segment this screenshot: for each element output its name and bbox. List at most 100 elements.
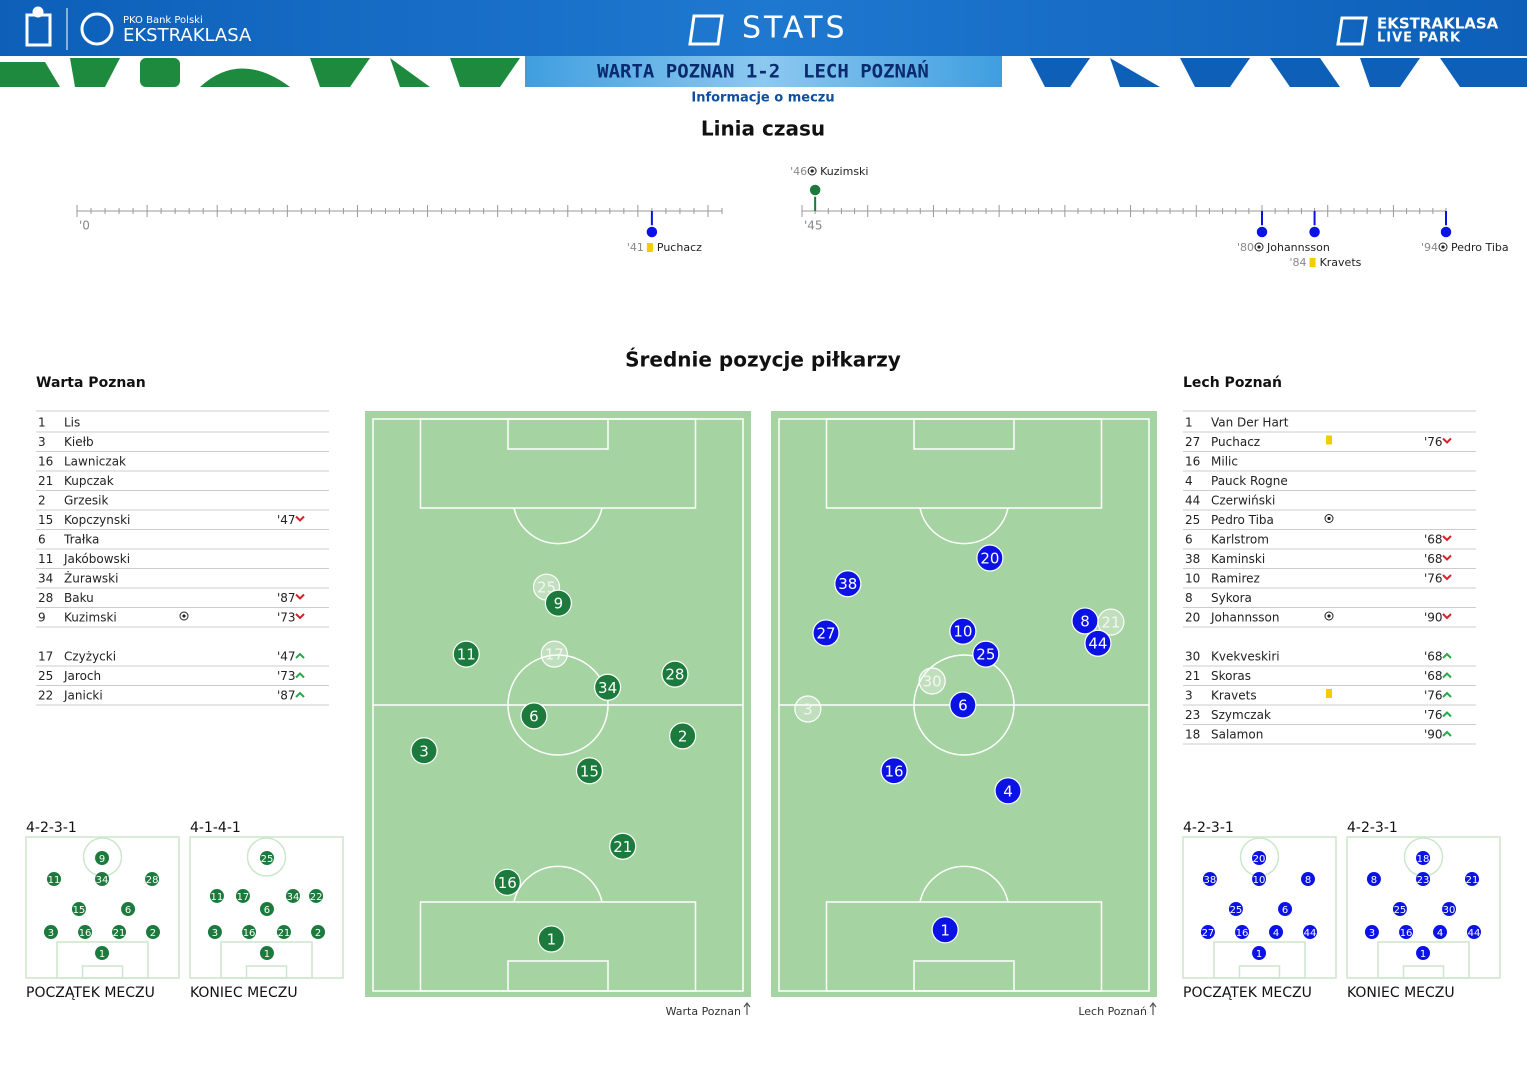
formation-player-number: 1 <box>1256 949 1262 960</box>
event-player: Puchacz <box>657 241 702 254</box>
formation-player <box>207 925 222 940</box>
formation-player <box>1392 902 1407 917</box>
player-number: 20 <box>1185 611 1200 625</box>
formation-player-number: 20 <box>1253 854 1266 865</box>
player-number: 28 <box>38 591 53 605</box>
pitch-line <box>513 507 603 545</box>
player-position <box>493 868 521 896</box>
formation-label: 4-2-3-1 <box>1347 820 1398 836</box>
player-name: Sykora <box>1211 591 1252 605</box>
match-title: WARTA POZNAN 1-2 LECH POZNAŃ <box>597 60 929 83</box>
player-number: 1 <box>38 416 46 430</box>
player-number: 2 <box>38 494 46 508</box>
formation-player <box>259 946 274 961</box>
team-name: Lech Poznań <box>1183 375 1282 391</box>
sub-arrow <box>1442 730 1452 737</box>
formation-player <box>276 925 291 940</box>
formation-player <box>1465 872 1480 887</box>
goal-icon-dot <box>182 614 186 618</box>
formation-player-number: 16 <box>243 928 256 939</box>
formation-caption: KONIEC MECZU <box>1347 985 1455 1001</box>
formation-player <box>209 888 224 903</box>
sub-arrow <box>295 613 305 620</box>
formation-player <box>1202 872 1217 887</box>
formation-player-number: 44 <box>1304 928 1317 939</box>
formation-label: 4-2-3-1 <box>26 820 77 836</box>
player-position <box>661 660 689 688</box>
player-position-number: 21 <box>613 838 632 856</box>
formation-caption: POCZĄTEK MECZU <box>1183 985 1312 1001</box>
formation-player-number: 1 <box>99 949 105 960</box>
timeline-title: Linia czasu <box>701 117 825 141</box>
event-minute: '41 <box>627 241 644 254</box>
player-name: Grzesik <box>64 494 109 508</box>
formation-player <box>1442 902 1457 917</box>
player-position <box>540 640 568 668</box>
sub-minute: '76 <box>1424 572 1443 586</box>
sub-arrow <box>1442 574 1452 581</box>
player-position-number: 3 <box>803 701 813 719</box>
sub-arrow <box>1442 672 1452 679</box>
timeline-start-label: '0 <box>79 219 90 233</box>
formation-player <box>1252 946 1267 961</box>
player-name: Johannsson <box>1210 611 1280 625</box>
sub-minute: '68 <box>1424 650 1443 664</box>
park-bottom: LIVE PARK <box>1377 31 1461 46</box>
pitch-caption: Warta Poznan <box>666 1005 741 1018</box>
formation-player-number: 28 <box>146 875 159 886</box>
match-strip <box>525 56 1002 87</box>
player-name: Czyżycki <box>64 650 116 664</box>
player-name: Jakóbowski <box>63 552 130 566</box>
goal-icon-dot <box>1327 516 1331 521</box>
sub-minute: '87 <box>277 689 296 703</box>
event-player: Pedro Tiba <box>1451 241 1509 254</box>
sub-arrow <box>295 672 305 679</box>
formation-player-number: 4 <box>1273 928 1279 939</box>
sub-arrow <box>1442 691 1452 698</box>
formation-player <box>1302 925 1317 940</box>
player-name: Van Der Hart <box>1211 416 1289 430</box>
player-number: 23 <box>1185 708 1200 722</box>
formation-player-number: 16 <box>1236 928 1249 939</box>
formation-player-number: 30 <box>1443 905 1456 916</box>
player-name: Lis <box>64 416 80 430</box>
info-link[interactable]: Informacje o meczu <box>691 91 834 106</box>
sub-arrow <box>1442 652 1452 659</box>
pitch-line <box>913 960 1015 992</box>
pitch-line <box>507 654 609 756</box>
formation-player-number: 9 <box>99 854 105 865</box>
event-minute: '80 <box>1237 241 1254 254</box>
formation-player <box>1235 925 1250 940</box>
formation-player <box>1366 872 1381 887</box>
formation-label: 4-1-4-1 <box>190 820 241 836</box>
event-player: Johannsson <box>1266 241 1330 254</box>
sub-minute: '68 <box>1424 669 1443 683</box>
formation-player-number: 25 <box>1394 905 1407 916</box>
player-position <box>575 757 604 785</box>
pitch-line <box>913 418 1015 450</box>
formation-player-number: 6 <box>125 905 131 916</box>
pitch-arrow <box>743 1002 751 1015</box>
sub-minute: '47 <box>277 513 296 527</box>
formation-player-number: 2 <box>315 928 321 939</box>
sub-arrow <box>1442 535 1452 542</box>
event-marker <box>645 225 659 239</box>
sub-minute: '87 <box>277 591 296 605</box>
formation-player <box>95 872 110 887</box>
player-position <box>931 916 959 944</box>
mini-pitch-line <box>81 965 124 979</box>
pitch-caption: Lech Poznań <box>1078 1005 1147 1018</box>
formation-player-number: 21 <box>278 928 291 939</box>
formation-caption: KONIEC MECZU <box>190 985 298 1001</box>
sub-minute: '76 <box>1424 708 1443 722</box>
player-number: 25 <box>38 669 53 683</box>
player-position <box>949 691 977 719</box>
player-name: Ramirez <box>1211 572 1260 586</box>
player-position-number: 17 <box>545 646 564 664</box>
sub-arrow <box>1442 437 1452 444</box>
sub-minute: '76 <box>1424 689 1443 703</box>
player-position <box>1097 608 1125 636</box>
sub-arrow <box>295 652 305 659</box>
pitch-line <box>913 654 1015 756</box>
